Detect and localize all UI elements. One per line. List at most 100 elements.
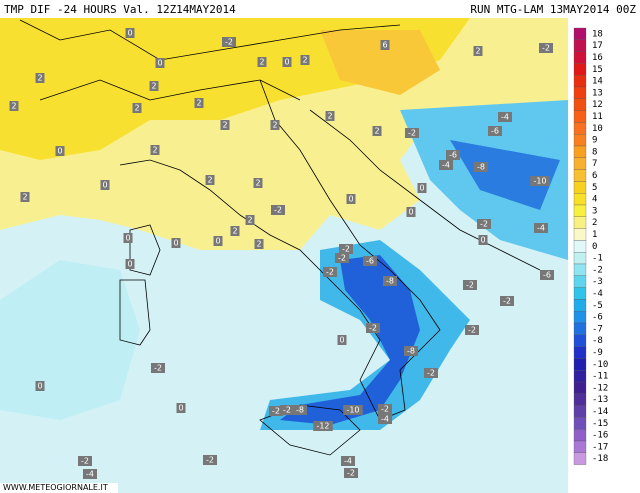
point-box [257, 57, 267, 67]
point-label: 2 [253, 178, 263, 188]
cold-south [280, 255, 420, 425]
point-value: -2 [154, 364, 162, 373]
point-label: 2 [300, 55, 310, 65]
point-label: 0 [176, 403, 186, 413]
point-label: -10 [343, 405, 363, 415]
scale-label: 2 [592, 218, 597, 228]
point-label: 2 [257, 57, 267, 67]
point-value: -6 [366, 257, 374, 266]
point-label: 0 [125, 259, 135, 269]
point-label: 2 [245, 215, 255, 225]
scale-label: 0 [592, 242, 597, 252]
scale-swatch [573, 98, 587, 111]
point-box [171, 238, 181, 248]
point-box [325, 111, 335, 121]
point-box [372, 126, 382, 136]
point-box [254, 239, 264, 249]
point-box [478, 235, 488, 245]
scale-swatch [573, 39, 587, 52]
point-value: -4 [501, 113, 509, 122]
point-label: 0 [282, 57, 292, 67]
point-box [293, 405, 307, 415]
scale-swatch [573, 322, 587, 335]
point-box [270, 120, 280, 130]
point-value: -6 [543, 271, 551, 280]
point-label: 0 [35, 381, 45, 391]
point-box [300, 55, 310, 65]
point-label: 2 [9, 101, 19, 111]
scale-label: 15 [592, 65, 603, 75]
point-box [280, 405, 294, 415]
scale-label: 17 [592, 41, 603, 51]
point-label: -8 [474, 162, 488, 172]
scale-label: 5 [592, 183, 597, 193]
point-label: 0 [213, 236, 223, 246]
point-box [530, 176, 550, 186]
point-value: -10 [533, 177, 546, 186]
point-value: -2 [480, 220, 488, 229]
point-box [245, 215, 255, 225]
point-value: -8 [477, 163, 485, 172]
point-box [151, 363, 165, 373]
point-value: 0 [127, 29, 132, 38]
point-label: -2 [269, 406, 283, 416]
point-value: -2 [468, 326, 476, 335]
point-box [123, 233, 133, 243]
point-value: 0 [339, 336, 344, 345]
point-value: -2 [225, 38, 233, 47]
point-label: 2 [230, 226, 240, 236]
point-label: -4 [378, 414, 392, 424]
point-label: 2 [473, 46, 483, 56]
point-box [125, 28, 135, 38]
point-value: -6 [491, 127, 499, 136]
point-value: 2 [151, 82, 156, 91]
point-box [203, 455, 217, 465]
scale-swatch [573, 358, 587, 371]
point-label: 2 [254, 239, 264, 249]
scale-swatch [573, 75, 587, 88]
scale-swatch [573, 181, 587, 194]
point-value: 2 [134, 104, 139, 113]
point-label: -2 [203, 455, 217, 465]
point-box [406, 207, 416, 217]
point-box [269, 406, 283, 416]
point-box [282, 57, 292, 67]
point-box [417, 183, 427, 193]
point-value: 2 [11, 102, 16, 111]
scale-label: 4 [592, 195, 597, 205]
point-label: -4 [341, 456, 355, 466]
scale-label: -15 [592, 419, 608, 429]
scale-label: -17 [592, 442, 608, 452]
scale-swatch [573, 169, 587, 182]
scale-swatch [573, 275, 587, 288]
point-value: -2 [408, 129, 416, 138]
scale-swatch [573, 405, 587, 418]
point-value: -6 [449, 151, 457, 160]
point-label: -4 [534, 223, 548, 233]
point-value: 2 [232, 227, 237, 236]
point-label: -2 [323, 267, 337, 277]
point-box [100, 180, 110, 190]
point-label: -2 [271, 205, 285, 215]
point-label: 0 [55, 146, 65, 156]
point-box [380, 40, 390, 50]
point-label: -4 [83, 469, 97, 479]
point-value: 0 [178, 404, 183, 413]
scale-label: 16 [592, 53, 603, 63]
point-value: -2 [326, 268, 334, 277]
point-value: -2 [369, 324, 377, 333]
point-value: -8 [386, 277, 394, 286]
point-label: 0 [346, 194, 356, 204]
point-value: -2 [274, 206, 282, 215]
point-value: -4 [537, 224, 545, 233]
point-label: 2 [20, 192, 30, 202]
point-label: -2 [366, 323, 380, 333]
point-box [78, 456, 92, 466]
point-value: 0 [215, 237, 220, 246]
point-box [313, 421, 333, 431]
point-value: -2 [272, 407, 280, 416]
scale-label: -14 [592, 407, 608, 417]
point-box [176, 403, 186, 413]
